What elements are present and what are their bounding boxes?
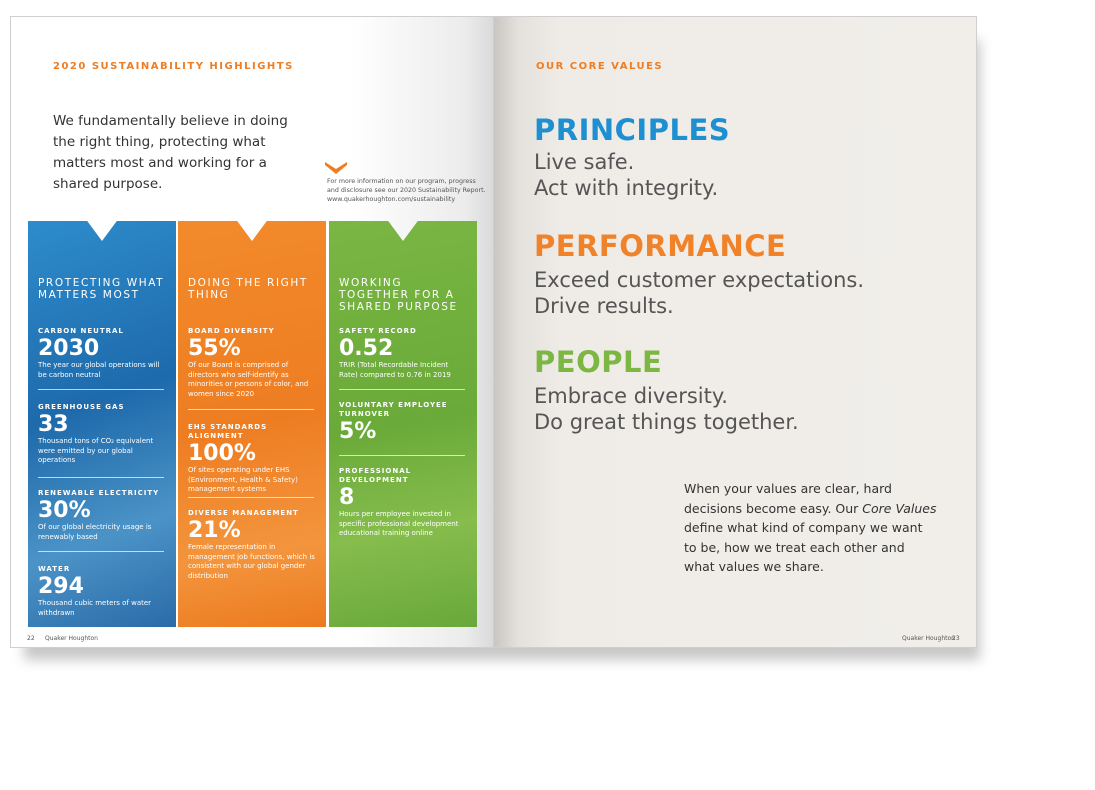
stat-label: SAFETY RECORD [339, 327, 417, 335]
left-page-number: 22 [27, 635, 35, 642]
stat-value: 2030 [38, 336, 100, 361]
column-protecting: PROTECTING WHAT MATTERS MOST CARBON NEUT… [28, 221, 176, 627]
stat-value: 0.52 [339, 336, 394, 361]
stat-desc: Female representation in management job … [188, 543, 315, 580]
stat-renewable-electricity: RENEWABLE ELECTRICITY 30% Of our global … [38, 489, 166, 542]
divider [38, 551, 164, 552]
closing-text-start: When your values are clear, hard decisio… [684, 481, 892, 516]
divider [188, 497, 314, 498]
stat-desc: TRIR (Total Recordable Incident Rate) co… [339, 361, 451, 379]
stat-value: 30% [38, 498, 91, 523]
left-footer-brand: Quaker Houghton [45, 635, 98, 642]
value-heading-performance: PERFORMANCE [534, 229, 787, 263]
divider [339, 389, 465, 390]
report-note: For more information on our program, pro… [327, 178, 486, 203]
closing-text-emphasis: Core Values [862, 500, 937, 516]
right-footer-brand: Quaker Houghton [902, 635, 955, 642]
stat-label: RENEWABLE ELECTRICITY [38, 489, 160, 497]
right-section-label: OUR CORE VALUES [536, 61, 664, 72]
stat-desc: Of sites operating under EHS (Environmen… [188, 466, 298, 493]
stat-label: DIVERSE MANAGEMENT [188, 509, 299, 517]
column-title: DOING THE RIGHT THING [188, 277, 308, 301]
stat-label: GREENHOUSE GAS [38, 403, 125, 411]
chevron-down-icon [325, 162, 347, 174]
left-section-label: 2020 SUSTAINABILITY HIGHLIGHTS [53, 61, 294, 72]
stat-label: PROFESSIONAL DEVELOPMENT [339, 467, 412, 484]
value-line: Embrace diversity. [534, 384, 728, 408]
divider [188, 409, 314, 410]
stat-voluntary-turnover: VOLUNTARY EMPLOYEE TURNOVER 5% [339, 401, 467, 444]
stat-label: CARBON NEUTRAL [38, 327, 124, 335]
stat-value: 100% [188, 441, 256, 466]
stat-value: 55% [188, 336, 241, 361]
stat-label: EHS STANDARDS ALIGNMENT [188, 423, 268, 440]
stat-label: BOARD DIVERSITY [188, 327, 275, 335]
stat-diverse-management: DIVERSE MANAGEMENT 21% Female representa… [188, 509, 316, 581]
divider [38, 477, 164, 478]
stat-desc: Thousand tons of CO₂ equivalent were emi… [38, 437, 154, 464]
stat-value: 21% [188, 518, 241, 543]
stat-desc: The year our global operations will be c… [38, 361, 160, 379]
intro-text: We fundamentally believe in doing the ri… [53, 113, 288, 192]
stat-desc: Thousand cubic meters of water withdrawn [38, 599, 152, 617]
value-heading-people: PEOPLE [534, 345, 663, 379]
column-working-together: WORKING TOGETHER FOR A SHARED PURPOSE SA… [329, 221, 477, 627]
value-line: Act with integrity. [534, 176, 719, 200]
column-title: WORKING TOGETHER FOR A SHARED PURPOSE [339, 277, 458, 313]
stat-value: 294 [38, 574, 84, 599]
column-title: PROTECTING WHAT MATTERS MOST [38, 277, 165, 301]
stat-desc: Of our Board is comprised of directors w… [188, 361, 309, 398]
stat-label: VOLUNTARY EMPLOYEE TURNOVER [339, 401, 448, 418]
value-heading-principles: PRINCIPLES [534, 113, 731, 147]
value-line: Drive results. [534, 294, 674, 318]
right-page: OUR CORE VALUES PRINCIPLES Live safe. Ac… [493, 16, 977, 648]
stat-professional-development: PROFESSIONAL DEVELOPMENT 8 Hours per emp… [339, 467, 467, 539]
left-page: 2020 SUSTAINABILITY HIGHLIGHTS We fundam… [10, 16, 495, 648]
stat-desc: Of our global electricity usage is renew… [38, 523, 152, 541]
column-doing-right: DOING THE RIGHT THING BOARD DIVERSITY 55… [178, 221, 326, 627]
stat-greenhouse-gas: GREENHOUSE GAS 33 Thousand tons of CO₂ e… [38, 403, 166, 466]
right-page-number: 23 [952, 635, 960, 642]
value-line: Exceed customer expectations. [534, 268, 865, 292]
stat-board-diversity: BOARD DIVERSITY 55% Of our Board is comp… [188, 327, 316, 399]
divider [38, 389, 164, 390]
closing-text: When your values are clear, hard decisio… [684, 479, 939, 577]
stat-value: 33 [38, 412, 69, 437]
stat-value: 8 [339, 485, 355, 510]
value-line: Live safe. [534, 150, 635, 174]
stat-carbon-neutral: CARBON NEUTRAL 2030 The year our global … [38, 327, 166, 380]
stat-ehs-alignment: EHS STANDARDS ALIGNMENT 100% Of sites op… [188, 423, 316, 495]
closing-text-end: define what kind of company we want to b… [684, 520, 923, 574]
stat-desc: Hours per employee invested in specific … [339, 510, 459, 537]
stat-water: WATER 294 Thousand cubic meters of water… [38, 565, 166, 618]
divider [339, 455, 465, 456]
stat-value: 5% [339, 419, 377, 444]
stat-label: WATER [38, 565, 71, 573]
stat-safety-record: SAFETY RECORD 0.52 TRIR (Total Recordabl… [339, 327, 467, 380]
value-line: Do great things together. [534, 410, 799, 434]
